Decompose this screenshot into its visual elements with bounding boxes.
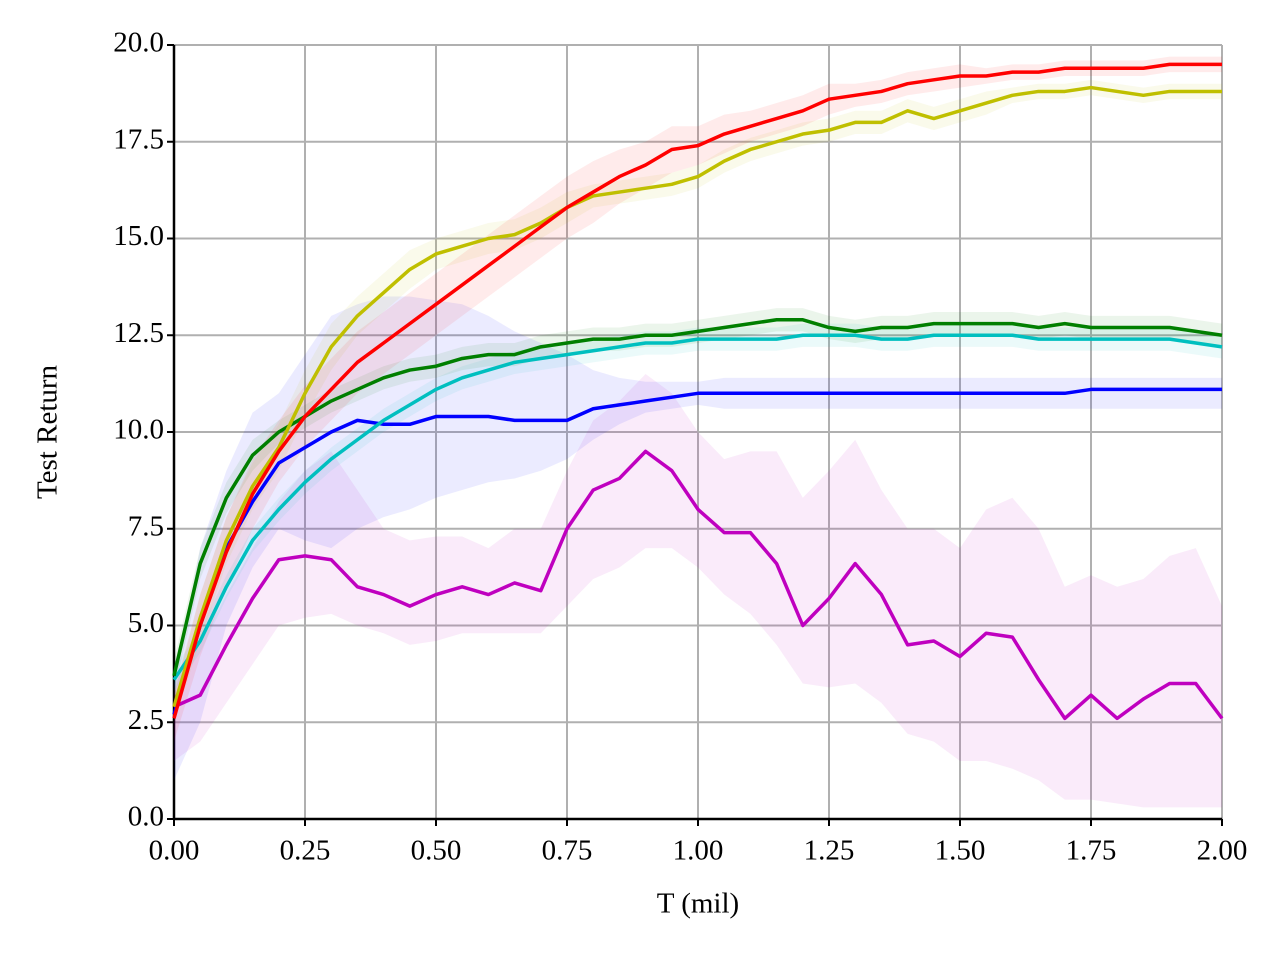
x-tick-label: 1.75 bbox=[1066, 835, 1117, 867]
line bbox=[172, 85, 1222, 708]
x-tick-label: 1.50 bbox=[935, 835, 986, 867]
error-band bbox=[174, 373, 1222, 808]
y-tick-label: 7.5 bbox=[128, 510, 164, 542]
x-tick-label: 0.75 bbox=[542, 835, 593, 867]
line bbox=[172, 333, 1223, 681]
x-tick-label: 1.00 bbox=[673, 835, 724, 867]
y-tick-label: 2.5 bbox=[128, 704, 164, 736]
x-tick-label: 1.25 bbox=[804, 835, 855, 867]
y-axis-label: Test Return bbox=[32, 364, 64, 499]
x-tick-label: 2.00 bbox=[1197, 835, 1248, 867]
line bbox=[172, 387, 1222, 716]
y-tick-label: 17.5 bbox=[113, 123, 164, 155]
x-tick-label: 0.50 bbox=[411, 835, 462, 867]
line bbox=[173, 449, 1224, 721]
x-tick-label: 0.00 bbox=[149, 835, 200, 867]
y-tick-label: 0.0 bbox=[128, 801, 164, 833]
y-tick-label: 10.0 bbox=[113, 414, 164, 446]
y-tick-label: 5.0 bbox=[128, 607, 164, 639]
line bbox=[172, 62, 1222, 719]
y-tick-label: 15.0 bbox=[113, 220, 164, 252]
x-tick-label: 0.25 bbox=[280, 835, 331, 867]
y-tick-label: 12.5 bbox=[113, 317, 164, 349]
x-axis-label: T (mil) bbox=[657, 888, 739, 920]
error-band bbox=[174, 79, 1222, 723]
line bbox=[172, 318, 1223, 677]
y-tick-label: 20.0 bbox=[113, 27, 164, 59]
